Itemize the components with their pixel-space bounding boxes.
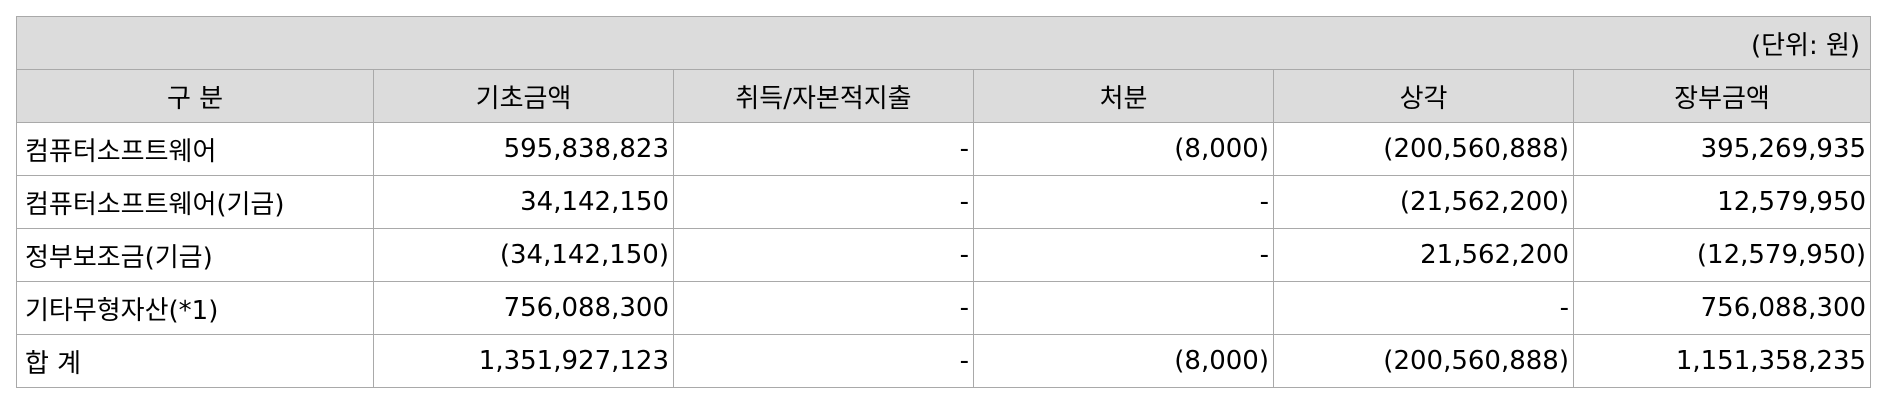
cell-acquisition: - [673, 334, 974, 388]
cell-opening: 1,351,927,123 [373, 334, 674, 388]
cell-amortization: - [1273, 281, 1574, 335]
table-row: 컴퓨터소프트웨어(기금) 34,142,150 - - (21,562,200)… [16, 175, 1872, 229]
table-row: 정부보조금(기금) (34,142,150) - - 21,562,200 (1… [16, 228, 1872, 282]
cell-book-value: (12,579,950) [1572, 228, 1872, 282]
cell-amortization: (21,562,200) [1273, 175, 1574, 229]
cell-amortization: 21,562,200 [1273, 228, 1574, 282]
unit-row: (단위: 원) [15, 16, 1872, 70]
cell-book-value: 12,579,950 [1572, 175, 1872, 229]
row-label: 합 계 [16, 334, 374, 388]
cell-acquisition: - [673, 175, 974, 229]
unit-note: (단위: 원) [15, 16, 1872, 70]
cell-disposal: - [973, 175, 1274, 229]
header-category: 구 분 [16, 69, 374, 123]
row-label: 정부보조금(기금) [16, 228, 374, 282]
header-disposal: 처분 [973, 69, 1274, 123]
total-row: 합 계 1,351,927,123 - (8,000) (200,560,888… [16, 334, 1872, 388]
cell-acquisition: - [673, 122, 974, 176]
cell-book-value: 756,088,300 [1572, 281, 1872, 335]
row-label: 컴퓨터소프트웨어(기금) [16, 175, 374, 229]
cell-disposal: (8,000) [973, 122, 1274, 176]
header-opening-amount: 기초금액 [373, 69, 674, 123]
header-book-value: 장부금액 [1572, 69, 1872, 123]
header-acquisition: 취득/자본적지출 [673, 69, 974, 123]
cell-opening: 34,142,150 [373, 175, 674, 229]
table-row: 기타무형자산(*1) 756,088,300 - - 756,088,300 [16, 281, 1872, 335]
row-label: 컴퓨터소프트웨어 [16, 122, 374, 176]
cell-opening: (34,142,150) [373, 228, 674, 282]
cell-book-value: 1,151,358,235 [1572, 334, 1872, 388]
cell-opening: 595,838,823 [373, 122, 674, 176]
intangible-assets-table: (단위: 원) 구 분 기초금액 취득/자본적지출 처분 상각 장부금액 컴퓨터… [15, 16, 1872, 388]
cell-book-value: 395,269,935 [1572, 122, 1872, 176]
cell-disposal: (8,000) [973, 334, 1274, 388]
cell-acquisition: - [673, 281, 974, 335]
cell-amortization: (200,560,888) [1273, 334, 1574, 388]
cell-amortization: (200,560,888) [1273, 122, 1574, 176]
row-label: 기타무형자산(*1) [16, 281, 374, 335]
header-amortization: 상각 [1273, 69, 1574, 123]
header-row: 구 분 기초금액 취득/자본적지출 처분 상각 장부금액 [16, 69, 1872, 123]
table-row: 컴퓨터소프트웨어 595,838,823 - (8,000) (200,560,… [16, 122, 1872, 176]
cell-opening: 756,088,300 [373, 281, 674, 335]
cell-disposal: - [973, 228, 1274, 282]
cell-acquisition: - [673, 228, 974, 282]
cell-disposal [973, 281, 1274, 335]
